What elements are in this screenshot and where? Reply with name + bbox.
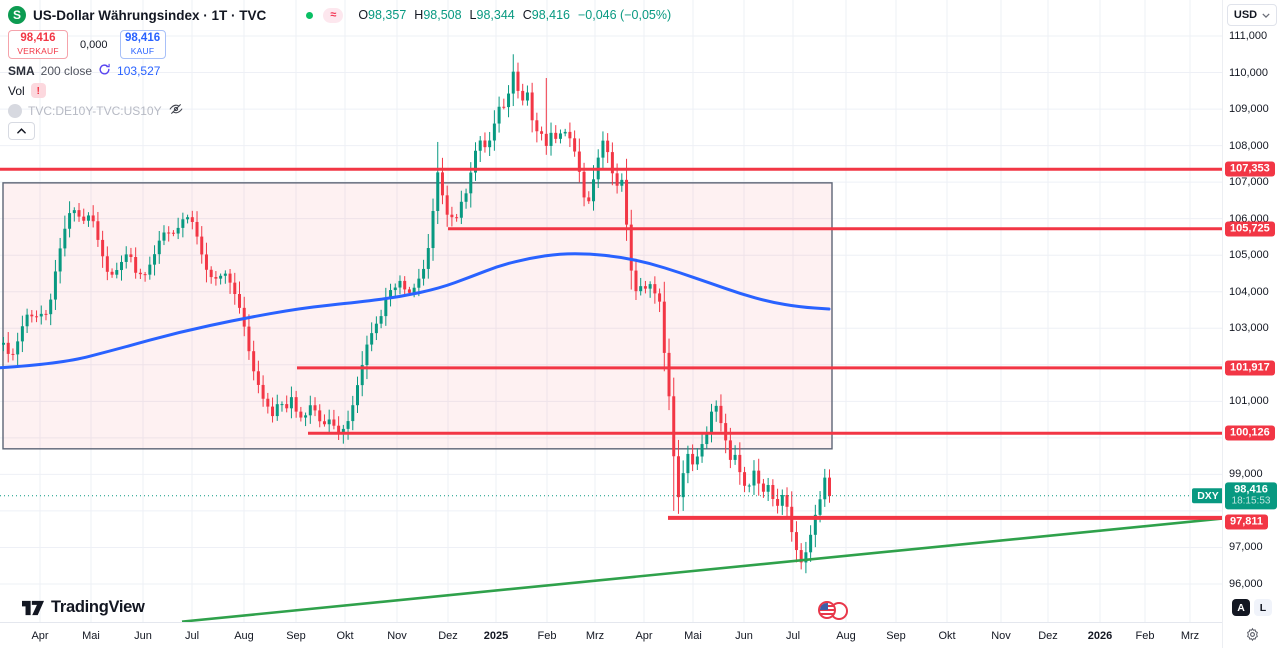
axis-price-label: 107,000 — [1229, 176, 1269, 189]
axis-month-label: Feb — [537, 630, 557, 642]
current-price-value: 98,416 — [1234, 483, 1268, 496]
axis-year-label: 2025 — [483, 630, 509, 642]
sma-name: SMA — [8, 64, 35, 78]
sell-price: 98,416 — [20, 32, 56, 44]
open-value: 98,357 — [368, 8, 407, 22]
symbol-title[interactable]: US-Dollar Währungsindex · 1T · TVC — [33, 7, 267, 23]
symbol-logo-icon[interactable]: S — [8, 6, 26, 24]
axis-price-label: 105,000 — [1229, 249, 1269, 262]
low-label: L — [469, 8, 477, 22]
bar-countdown: 18:15:53 — [1231, 495, 1271, 507]
axis-price-label: 104,000 — [1229, 285, 1269, 298]
open-label: O — [358, 8, 369, 22]
axis-month-label: Jun — [134, 630, 152, 642]
buy-label: KAUF — [130, 45, 155, 56]
axis-month-label: Jul — [184, 630, 200, 642]
axis-price-label: 110,000 — [1229, 66, 1268, 79]
level-price-badge: 97,811 — [1225, 514, 1269, 530]
price-chart-canvas[interactable]: DXY — [0, 0, 1222, 622]
symbol-header: S US-Dollar Währungsindex · 1T · TVC ≈ O… — [8, 6, 671, 24]
time-axis[interactable]: Apr Mai Jun Jul Aug Sep Okt Nov Dez 2025 Feb Mrz Apr… — [0, 622, 1222, 649]
axis-price-label: 97,000 — [1229, 541, 1263, 554]
tradingview-logo[interactable]: TradingView — [22, 598, 145, 617]
high-label: H — [414, 8, 424, 22]
indicator-row-hidden-study[interactable]: TVC:DE10Y-TVC:US10Y — [8, 102, 184, 119]
buy-button[interactable]: 98,416 KAUF — [119, 30, 166, 59]
axis-month-label: Apr — [635, 630, 653, 642]
svg-text:DXY: DXY — [1197, 490, 1219, 502]
spread-value: 0,000 — [80, 38, 108, 51]
axis-month-label: Apr — [31, 630, 49, 642]
economic-event-flag-icon[interactable] — [818, 601, 850, 621]
chevron-down-icon — [1262, 12, 1270, 18]
level-price-badge: 100,126 — [1225, 425, 1275, 441]
level-price-badge: 101,917 — [1225, 360, 1275, 376]
sma-params: 200 close — [40, 64, 93, 78]
eye-slash-icon[interactable] — [168, 102, 184, 119]
approx-price-badge[interactable]: ≈ — [323, 7, 344, 23]
sma-value: 103,527 — [117, 64, 161, 78]
low-value: 98,344 — [476, 8, 515, 22]
tradingview-mark-icon — [22, 600, 44, 615]
axis-month-label: Nov — [991, 630, 1011, 642]
currency-label: USD — [1233, 9, 1258, 21]
axis-month-label: Feb — [1135, 630, 1155, 642]
market-open-dot-icon — [306, 11, 314, 19]
close-label: C — [522, 8, 532, 22]
axis-month-label: Dez — [1038, 630, 1058, 642]
auto-scale-button[interactable]: A — [1232, 599, 1250, 616]
axis-price-label: 109,000 — [1229, 103, 1269, 116]
close-value: 98,416 — [531, 8, 570, 22]
axis-month-label: Sep — [886, 630, 906, 642]
axis-month-label: Mai — [684, 630, 702, 642]
current-price-badge: 98,416 18:15:53 — [1225, 482, 1277, 510]
axis-month-label: Okt — [336, 630, 354, 642]
axis-year-label: 2026 — [1087, 630, 1113, 642]
axis-price-label: 111,000 — [1229, 30, 1268, 42]
log-scale-button[interactable]: L — [1254, 599, 1272, 616]
axis-month-label: Aug — [234, 630, 254, 642]
axis-price-label: 103,000 — [1229, 322, 1269, 335]
currency-selector[interactable]: USD — [1227, 4, 1277, 26]
tradingview-wordmark: TradingView — [51, 598, 145, 616]
high-value: 98,508 — [423, 8, 462, 22]
hidden-study-name: TVC:DE10Y-TVC:US10Y — [28, 103, 162, 118]
level-price-badge: 105,725 — [1225, 221, 1275, 237]
axis-month-label: Sep — [286, 630, 306, 642]
change-value: −0,046 (−0,05%) — [578, 8, 672, 22]
axis-month-label: Mrz — [585, 630, 605, 642]
level-price-badge: 107,353 — [1225, 161, 1275, 177]
refresh-icon[interactable] — [98, 63, 111, 79]
collapse-panel-button[interactable] — [8, 122, 35, 140]
study-source-icon — [8, 103, 22, 118]
ohlc-values: O98,357 H98,508 L98,344 C98,416 −0,046 (… — [358, 8, 671, 22]
axis-price-label: 108,000 — [1229, 139, 1269, 152]
axis-month-label: Nov — [387, 630, 407, 642]
axis-month-label: Dez — [438, 630, 458, 642]
axis-price-label: 99,000 — [1229, 468, 1263, 481]
settings-gear-icon[interactable] — [1243, 625, 1261, 643]
price-axis[interactable]: USD A L 111,000 110,000 109,000 108,000 107,… — [1222, 0, 1280, 648]
indicator-row-sma[interactable]: SMA 200 close 103,527 — [8, 63, 160, 79]
axis-month-label: Mrz — [1180, 630, 1200, 642]
axis-price-label: 96,000 — [1229, 578, 1263, 590]
axis-month-label: Jun — [735, 630, 753, 642]
sell-label: VERKAUF — [17, 45, 59, 56]
axis-month-label: Aug — [836, 630, 856, 642]
axis-month-label: Mai — [82, 630, 100, 642]
buy-price: 98,416 — [124, 32, 161, 44]
sell-button[interactable]: 98,416 VERKAUF — [8, 30, 68, 59]
warning-icon[interactable]: ! — [30, 83, 46, 98]
axis-month-label: Okt — [938, 630, 956, 642]
volume-name: Vol — [8, 83, 25, 98]
axis-price-label: 101,000 — [1229, 395, 1269, 408]
indicator-row-volume[interactable]: Vol ! — [8, 83, 46, 98]
trade-buttons: 98,416 VERKAUF 0,000 98,416 KAUF — [8, 30, 166, 59]
axis-month-label: Jul — [785, 630, 801, 642]
